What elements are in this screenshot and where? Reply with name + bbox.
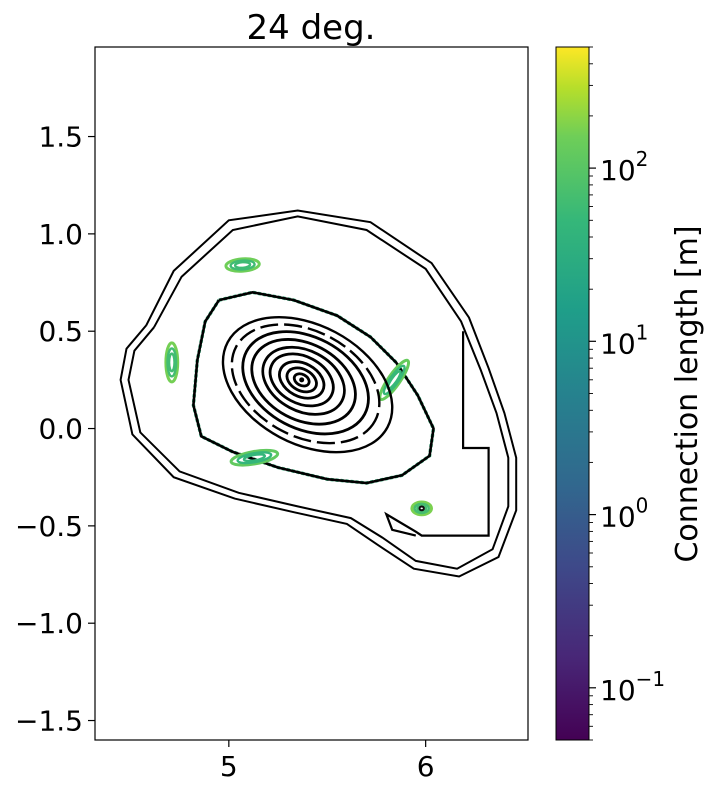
y-tick-label: 0.5 (38, 315, 83, 348)
divertor-structure (384, 331, 490, 537)
last-closed-flux-surface (127, 215, 510, 570)
island-contour (167, 352, 176, 373)
island-contour (229, 448, 280, 467)
colorbar-tick-label: 101 (600, 320, 648, 360)
y-tick-label: 1.0 (38, 218, 83, 251)
colorbar (555, 46, 590, 741)
colorbar-axis: 10−1 100 101 102 (589, 46, 665, 741)
island-contour (242, 453, 267, 463)
island-contour (233, 260, 252, 270)
island-contour (224, 257, 261, 273)
island-contour (413, 502, 431, 515)
island-contour (164, 341, 180, 384)
magnetic-island (224, 257, 261, 273)
closed-flux-surface (285, 366, 318, 394)
island-contour (236, 451, 273, 465)
y-tick-label: −1.0 (15, 607, 83, 640)
closed-flux-surface (241, 330, 370, 436)
x-tick-label: 5 (220, 750, 238, 783)
closed-flux-surface (268, 352, 335, 408)
magnetic-axis (299, 377, 305, 383)
island-contour (378, 358, 411, 402)
closed-flux-surface (292, 372, 311, 388)
y-axis: 1.5 1.0 0.5 0.0 −0.5 −1.0 −1.5 (15, 121, 95, 738)
magnetic-island (410, 500, 434, 517)
edge-boundary-surface (192, 290, 435, 485)
closed-flux-surface (278, 360, 326, 400)
closed-flux-surface (261, 345, 346, 416)
magnetic-island (229, 448, 280, 467)
plot-frame (94, 46, 529, 741)
colorbar-tick-label: 100 (600, 494, 648, 534)
island-contour (410, 500, 434, 517)
island-contour (229, 259, 256, 271)
closed-flux-surface (250, 338, 357, 426)
y-tick-label: −0.5 (15, 510, 83, 543)
closed-flux-surface (230, 323, 381, 445)
colorbar-tick-label: 10−1 (600, 667, 665, 707)
outer-flux-surface (119, 209, 518, 578)
y-tick-label: 1.5 (38, 121, 83, 154)
chart-title: 24 deg. (247, 8, 376, 48)
plot-area (119, 209, 518, 578)
y-tick-label: −1.5 (15, 705, 83, 738)
closed-flux-surface (221, 316, 394, 454)
y-tick-label: 0.0 (38, 413, 83, 446)
x-tick-label: 6 (417, 750, 435, 783)
island-contour (382, 364, 406, 396)
island-core (418, 505, 425, 512)
colorbar-tick-label: 102 (600, 147, 648, 187)
colorbar-label: Connection length [m] (670, 225, 705, 562)
magnetic-island (164, 341, 180, 384)
island-contour (166, 347, 178, 378)
plot-background (95, 47, 528, 740)
